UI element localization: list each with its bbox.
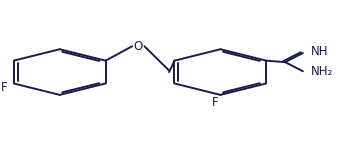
Text: NH₂: NH₂ xyxy=(310,66,332,78)
Text: F: F xyxy=(212,96,218,110)
Text: O: O xyxy=(134,40,143,53)
Text: F: F xyxy=(1,81,7,94)
Text: NH: NH xyxy=(310,45,328,58)
